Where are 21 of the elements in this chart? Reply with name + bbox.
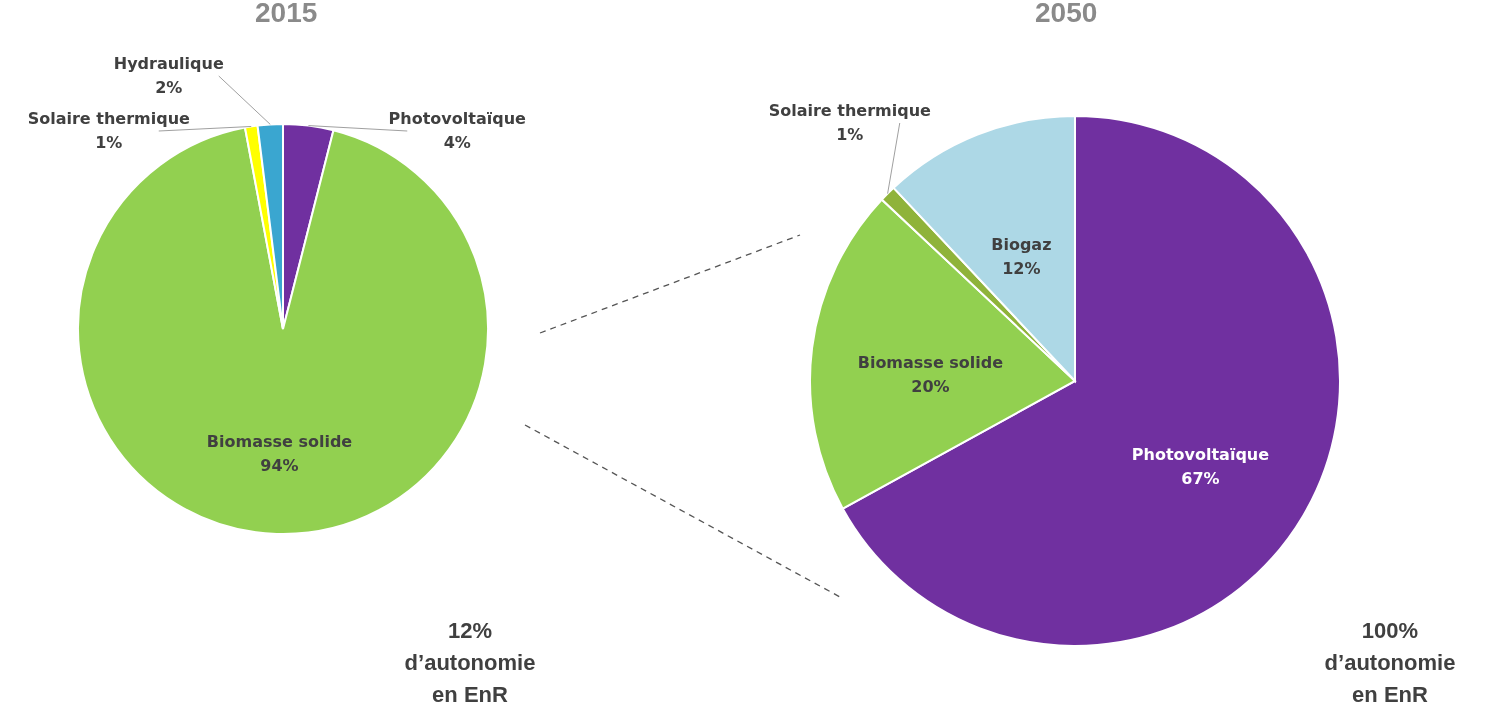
- slice-label: Biomasse solide: [857, 352, 1004, 372]
- text: 100% d’autonomie en EnR: [1324, 618, 1456, 707]
- data-label: 2%: [155, 78, 183, 97]
- slice-label: Solaire thermique: [768, 101, 932, 120]
- slice-label: Hydraulique: [113, 54, 224, 73]
- text: 12% d’autonomie en EnR: [404, 618, 536, 707]
- data-label: 1%: [836, 125, 864, 144]
- slice-label: Biomasse solide: [206, 431, 353, 451]
- data-label: 20%: [911, 376, 950, 396]
- data-label: 4%: [443, 133, 471, 152]
- data-label: 1%: [95, 133, 123, 152]
- data-label: 94%: [260, 455, 299, 475]
- pie-slice: [77, 126, 489, 535]
- slice-label: Photovoltaïque: [388, 109, 527, 128]
- chart-title: 2050: [1035, 0, 1098, 28]
- data-label: 67%: [1181, 469, 1220, 489]
- chart-title: 2015: [255, 0, 318, 28]
- slice-label: Biogaz: [991, 235, 1052, 255]
- slice-label: Photovoltaïque: [1131, 445, 1270, 465]
- data-label: 12%: [1002, 259, 1041, 279]
- slice-label: Solaire thermique: [27, 109, 191, 128]
